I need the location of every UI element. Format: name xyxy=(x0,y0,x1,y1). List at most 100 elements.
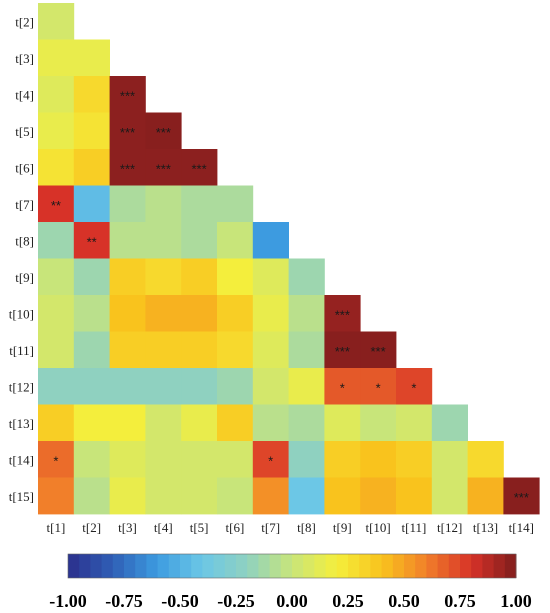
colorbar-segment xyxy=(213,554,226,578)
significance-label: *** xyxy=(192,161,207,176)
heatmap-cell xyxy=(145,441,182,478)
x-tick-label: t[6] xyxy=(226,520,245,535)
colorbar-segment xyxy=(146,554,159,578)
heatmap-cell xyxy=(109,404,146,442)
colorbar-segment xyxy=(448,554,461,578)
colorbar-segment xyxy=(404,554,416,578)
x-tick-label: t[7] xyxy=(261,520,280,535)
heatmap-cells xyxy=(38,3,540,515)
significance-label: *** xyxy=(335,307,350,322)
heatmap-cell xyxy=(38,295,75,332)
heatmap-cell xyxy=(145,404,182,442)
y-tick-label: t[13] xyxy=(9,416,34,431)
colorbar-tick-label: 1.00 xyxy=(500,591,532,611)
heatmap-cell xyxy=(109,441,146,478)
significance-label: * xyxy=(53,453,58,468)
x-tick-label: t[4] xyxy=(154,520,173,535)
significance-label: * xyxy=(411,380,416,395)
colorbar-tick-label: 0.25 xyxy=(332,591,364,611)
heatmap-cell xyxy=(38,3,75,40)
colorbar-segment xyxy=(135,554,147,578)
y-tick-label: t[5] xyxy=(15,124,34,139)
heatmap-cell xyxy=(360,331,397,369)
colorbar-tick-label: -0.50 xyxy=(161,591,199,611)
colorbar-tick-label: 0.50 xyxy=(388,591,420,611)
heatmap-cell xyxy=(288,441,325,478)
heatmap-cell xyxy=(73,368,110,405)
heatmap-cell xyxy=(288,295,325,332)
colorbar-segment xyxy=(370,554,383,578)
colorbar xyxy=(67,553,517,579)
heatmap-cell xyxy=(181,149,218,186)
significance-label: ** xyxy=(87,234,97,249)
heatmap-cell xyxy=(181,404,218,442)
heatmap-cell xyxy=(360,368,397,405)
significance-label: *** xyxy=(120,88,135,103)
colorbar-segment xyxy=(236,554,248,578)
y-tick-label: t[2] xyxy=(15,14,34,29)
heatmap-cell xyxy=(396,404,433,442)
colorbar-segment xyxy=(426,554,439,578)
heatmap-cell xyxy=(73,441,110,478)
heatmap-cell xyxy=(38,185,75,223)
heatmap-cell xyxy=(109,368,146,405)
heatmap-cell xyxy=(181,331,218,369)
heatmap-cell xyxy=(217,441,254,478)
y-tick-label: t[6] xyxy=(15,160,34,175)
y-tick-label: t[8] xyxy=(15,233,34,248)
heatmap-cell xyxy=(360,404,397,442)
heatmap-cell xyxy=(73,404,110,442)
heatmap-cell xyxy=(73,76,110,113)
heatmap-cell xyxy=(145,295,182,332)
heatmap-cell xyxy=(324,477,361,515)
heatmap-cell xyxy=(217,331,254,369)
heatmap-cell xyxy=(324,404,361,442)
colorbar-tick-label: 0.00 xyxy=(276,591,308,611)
heatmap-cell xyxy=(252,258,289,296)
significance-label: *** xyxy=(514,490,529,505)
y-tick-label: t[14] xyxy=(9,452,34,467)
heatmap-cell xyxy=(145,112,182,150)
significance-label: *** xyxy=(156,161,171,176)
heatmap-cell xyxy=(109,185,146,223)
heatmap-cell xyxy=(38,258,75,296)
heatmap-cell xyxy=(109,258,146,296)
heatmap-cell xyxy=(288,258,325,296)
colorbar-segment xyxy=(359,554,371,578)
colorbar-segment xyxy=(269,554,282,578)
colorbar-tick-labels: -1.00 -0.75 -0.50 -0.25 0.00 0.25 0.50 0.75 1.00 xyxy=(49,591,532,611)
heatmap-cell xyxy=(38,441,75,478)
significance-label: * xyxy=(268,453,273,468)
heatmap-cell xyxy=(324,295,361,332)
heatmap-cell xyxy=(396,368,433,405)
heatmap-cell xyxy=(145,222,182,259)
heatmap-cell xyxy=(145,477,182,515)
heatmap-cell xyxy=(73,39,110,77)
colorbar-segment xyxy=(124,554,136,578)
colorbar-segment xyxy=(180,554,192,578)
colorbar-segment xyxy=(202,554,215,578)
heatmap-cell xyxy=(217,477,254,515)
heatmap-cell xyxy=(252,222,289,259)
heatmap-cell xyxy=(217,222,254,259)
heatmap-cell xyxy=(38,76,75,113)
significance-stars: ****** ****** *** ************* **** * ** **** xyxy=(51,88,529,505)
colorbar-segment xyxy=(336,554,349,578)
colorbar-segment xyxy=(314,554,327,578)
heatmap-cell xyxy=(288,368,325,405)
heatmap-cell xyxy=(252,368,289,405)
significance-label: * xyxy=(340,380,345,395)
colorbar-segment xyxy=(157,554,170,578)
colorbar-segment xyxy=(79,554,91,578)
x-tick-label: t[11] xyxy=(402,520,427,535)
heatmap-cell xyxy=(181,222,218,259)
colorbar-segment xyxy=(437,554,450,578)
heatmap-cell xyxy=(431,477,468,515)
heatmap-cell xyxy=(360,477,397,515)
colorbar-segment xyxy=(68,554,80,578)
heatmap-cell xyxy=(38,368,75,405)
heatmap-cell xyxy=(467,441,504,478)
heatmap-cell xyxy=(145,331,182,369)
colorbar-segment xyxy=(381,554,394,578)
colorbar-frame xyxy=(67,553,517,579)
